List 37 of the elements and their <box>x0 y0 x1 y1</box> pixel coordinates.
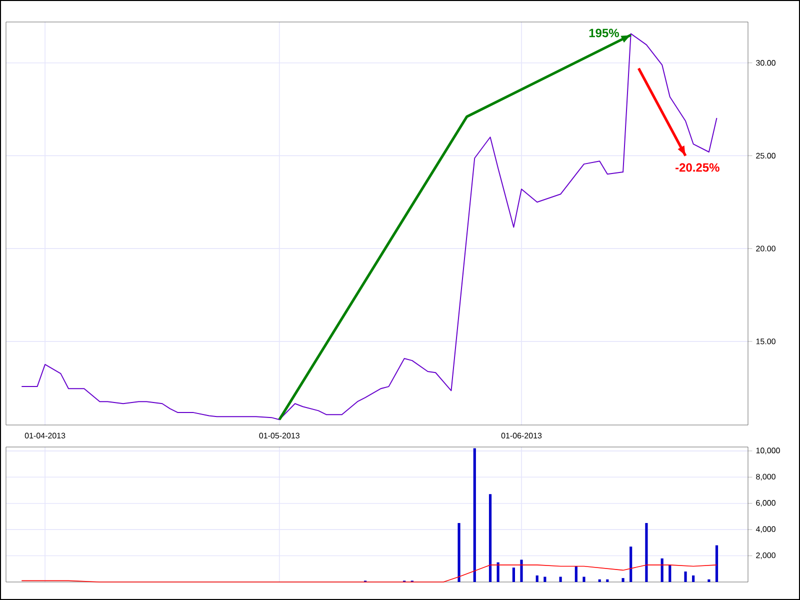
bar <box>536 575 538 582</box>
y-tick-label: 2,000 <box>756 552 776 560</box>
bar <box>496 562 500 582</box>
annotation: -20.25% <box>676 163 720 172</box>
y-tick-label: 8,000 <box>756 474 776 480</box>
bar <box>645 523 648 582</box>
x-tick-label: 01-06-2013 <box>501 432 542 438</box>
bar <box>630 546 632 582</box>
bar <box>512 568 515 582</box>
line-series <box>21 564 718 582</box>
y-tick-label: 15.00 <box>756 338 776 344</box>
y-tick-label: 25.00 <box>756 152 776 159</box>
bar <box>668 564 672 582</box>
x-tick-label: 01-04-2013 <box>24 432 66 438</box>
y-tick-label: 10,000 <box>756 448 780 454</box>
bar <box>598 579 601 582</box>
bar <box>574 566 578 582</box>
bar <box>488 494 492 582</box>
bar <box>715 545 718 582</box>
bar <box>692 575 695 582</box>
y-tick-label: 4,000 <box>756 526 776 533</box>
annotation: 195% <box>589 28 619 38</box>
bar <box>582 576 586 582</box>
y-tick-label: 30.00 <box>756 60 776 66</box>
bar <box>684 572 687 582</box>
x-tick-label: 01-05-2013 <box>259 432 300 438</box>
bar <box>473 448 476 582</box>
bar <box>606 579 609 582</box>
y-tick-label: 6,000 <box>756 500 776 507</box>
bar <box>544 576 546 582</box>
bar <box>520 560 523 582</box>
bar <box>622 578 624 582</box>
bar <box>660 558 664 582</box>
bar <box>708 579 710 582</box>
y-tick-label: 20.00 <box>756 246 776 252</box>
bar <box>458 523 460 582</box>
bar <box>559 576 562 582</box>
